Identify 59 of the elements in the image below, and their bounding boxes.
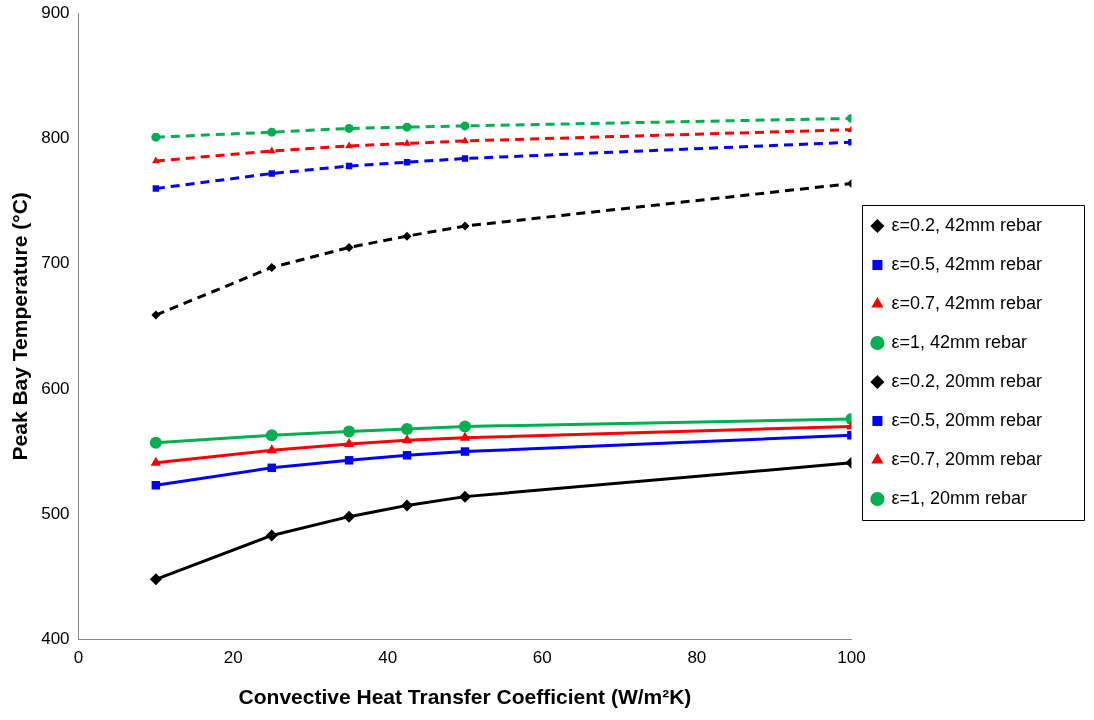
y-tick-label: 600 bbox=[41, 378, 70, 398]
point bbox=[461, 136, 469, 144]
legend-label: ε=1, 20mm rebar bbox=[891, 487, 1027, 508]
point bbox=[460, 221, 470, 231]
y-tick-label: 700 bbox=[41, 253, 70, 273]
x-tick-label: 80 bbox=[687, 648, 707, 668]
x-tick-label: 40 bbox=[378, 648, 398, 668]
point bbox=[150, 456, 162, 466]
point bbox=[152, 185, 160, 192]
point bbox=[401, 434, 413, 444]
point bbox=[345, 141, 353, 149]
point bbox=[151, 310, 161, 320]
y-tick-label: 800 bbox=[41, 128, 70, 148]
point bbox=[459, 431, 471, 441]
y-tick-label: 500 bbox=[41, 503, 70, 523]
point bbox=[458, 490, 471, 503]
legend-label: ε=0.2, 20mm rebar bbox=[891, 370, 1043, 391]
point bbox=[265, 529, 278, 542]
point bbox=[343, 438, 355, 448]
point bbox=[267, 262, 277, 272]
point bbox=[268, 170, 275, 177]
legend-label: ε=0.7, 20mm rebar bbox=[891, 448, 1043, 469]
point bbox=[403, 138, 411, 146]
point bbox=[401, 423, 414, 435]
point bbox=[344, 123, 354, 133]
x-tick-label: 60 bbox=[532, 648, 552, 668]
legend-label: ε=0.2, 42mm rebar bbox=[891, 214, 1043, 235]
point bbox=[343, 425, 356, 438]
point bbox=[402, 122, 412, 132]
point bbox=[343, 510, 356, 523]
point bbox=[151, 481, 161, 490]
x-tick-label: 0 bbox=[73, 648, 84, 668]
legend-label: ε=0.5, 42mm rebar bbox=[891, 253, 1043, 274]
x-tick-label: 100 bbox=[837, 648, 866, 668]
legend-label: ε=0.5, 20mm rebar bbox=[891, 409, 1043, 430]
y-axis-title: Peak Bay Temperature (°C) bbox=[8, 192, 32, 461]
point bbox=[149, 573, 162, 586]
point bbox=[266, 444, 277, 454]
point bbox=[151, 132, 161, 142]
point bbox=[149, 436, 162, 449]
point bbox=[267, 127, 277, 137]
x-tick-label: 20 bbox=[223, 648, 243, 668]
y-tick-label: 400 bbox=[41, 629, 70, 649]
point bbox=[401, 499, 414, 512]
point bbox=[460, 447, 470, 456]
legend-label: ε=0.7, 42mm rebar bbox=[891, 292, 1043, 313]
point bbox=[402, 451, 412, 460]
x-axis-title: Convective Heat Transfer Coefficient (W/m²K) bbox=[238, 685, 692, 709]
point bbox=[460, 121, 470, 131]
point bbox=[458, 420, 471, 433]
point bbox=[402, 231, 412, 241]
point bbox=[267, 146, 276, 154]
point bbox=[461, 155, 469, 162]
y-tick-label: 900 bbox=[41, 2, 70, 22]
point bbox=[151, 156, 160, 164]
legend-label: ε=1, 42mm rebar bbox=[891, 331, 1027, 352]
point bbox=[344, 456, 354, 465]
point bbox=[265, 429, 278, 442]
point bbox=[344, 242, 354, 252]
